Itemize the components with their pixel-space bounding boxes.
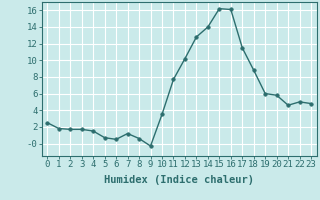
X-axis label: Humidex (Indice chaleur): Humidex (Indice chaleur) bbox=[104, 175, 254, 185]
